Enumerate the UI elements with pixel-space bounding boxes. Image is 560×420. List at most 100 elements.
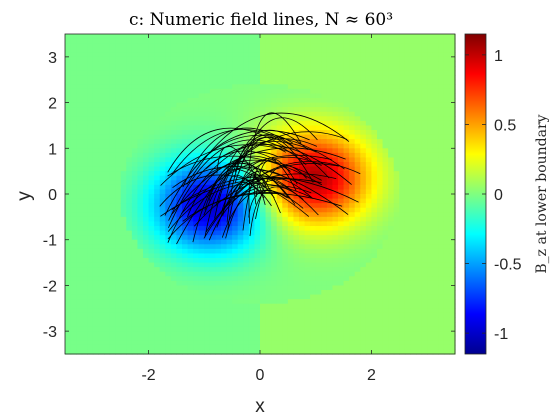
heatmap-cell [198,130,205,136]
heatmap-cell [310,43,317,49]
heatmap-cell [154,331,161,337]
heatmap-cell [193,93,200,99]
heatmap-cell [354,194,361,200]
heatmap-cell [254,258,261,264]
heatmap-cell [126,93,133,99]
heatmap-cell [310,162,317,168]
heatmap-cell [388,276,395,282]
heatmap-cell [131,271,139,277]
heatmap-cell [92,88,100,95]
heatmap-cell [143,52,150,58]
heatmap-cell [304,93,311,99]
heatmap-cell [176,171,183,177]
heatmap-cell [404,157,412,163]
heatmap-cell [126,221,133,227]
heatmap-cell [377,212,384,218]
heatmap-cell [354,285,361,291]
heatmap-cell [148,66,155,72]
heatmap-cell [76,290,83,296]
heatmap-cell [98,280,105,287]
heatmap-cell [148,276,155,282]
heatmap-cell [276,280,283,287]
heatmap-cell [182,212,189,218]
heatmap-cell [310,111,317,117]
heatmap-cell [70,88,77,95]
heatmap-cell [326,189,334,195]
heatmap-cell [354,262,361,268]
heatmap-cell [120,130,127,136]
heatmap-cell [315,244,322,250]
heatmap-cell [377,262,384,268]
heatmap-cell [115,52,122,58]
heatmap-cell [393,139,400,145]
heatmap-cell [388,102,395,108]
heatmap-cell [115,148,122,154]
heatmap-cell [360,194,367,200]
heatmap-cell [193,262,200,268]
heatmap-cell [209,43,217,49]
heatmap-cell [76,258,83,264]
heatmap-cell [382,262,389,268]
heatmap-cell [304,56,311,63]
heatmap-cell [349,331,356,337]
heatmap-cell [438,102,445,108]
heatmap-cell [393,47,400,53]
heatmap-cell [254,271,261,277]
heatmap-cell [393,290,400,296]
heatmap-cell [282,166,289,172]
heatmap-cell [81,322,88,328]
heatmap-cell [148,235,155,241]
heatmap-cell [421,34,428,40]
heatmap-cell [260,198,267,204]
heatmap-cell [315,102,322,108]
heatmap-cell [276,285,283,291]
heatmap-cell [371,130,378,136]
heatmap-cell [221,38,228,44]
heatmap-cell [104,344,111,351]
heatmap-cell [449,239,456,245]
heatmap-cell [399,143,406,149]
heatmap-cell [315,203,322,209]
heatmap-cell [65,66,72,72]
heatmap-cell [70,198,77,204]
heatmap-cell [276,84,283,90]
heatmap-cell [76,262,83,268]
heatmap-cell [326,258,334,264]
heatmap-cell [377,308,384,314]
heatmap-cell [416,107,423,113]
heatmap-cell [187,299,194,305]
heatmap-cell [315,34,322,40]
heatmap-cell [115,111,122,117]
heatmap-cell [176,340,183,346]
heatmap-cell [209,84,217,90]
heatmap-cell [382,216,389,223]
heatmap-cell [354,88,361,95]
heatmap-cell [254,303,261,309]
heatmap-cell [365,66,373,72]
heatmap-cell [299,312,306,319]
heatmap-cell [349,102,356,108]
heatmap-cell [131,226,139,232]
heatmap-cell [399,98,406,104]
heatmap-cell [159,143,166,149]
heatmap-cell [276,294,283,300]
heatmap-cell [343,335,350,341]
heatmap-cell [137,175,144,181]
heatmap-cell [443,93,451,99]
heatmap-cell [443,34,451,40]
heatmap-cell [154,194,161,200]
heatmap-cell [287,88,295,95]
heatmap-cell [443,120,451,127]
heatmap-cell [404,285,412,291]
heatmap-cell [299,102,306,108]
heatmap-cell [120,107,127,113]
heatmap-cell [65,267,72,273]
heatmap-cell [115,239,122,245]
heatmap-cell [421,194,428,200]
heatmap-cell [237,98,244,104]
heatmap-cell [421,248,428,255]
heatmap-cell [120,180,127,186]
heatmap-cell [126,308,133,314]
heatmap-cell [449,102,456,108]
heatmap-cell [404,253,412,259]
